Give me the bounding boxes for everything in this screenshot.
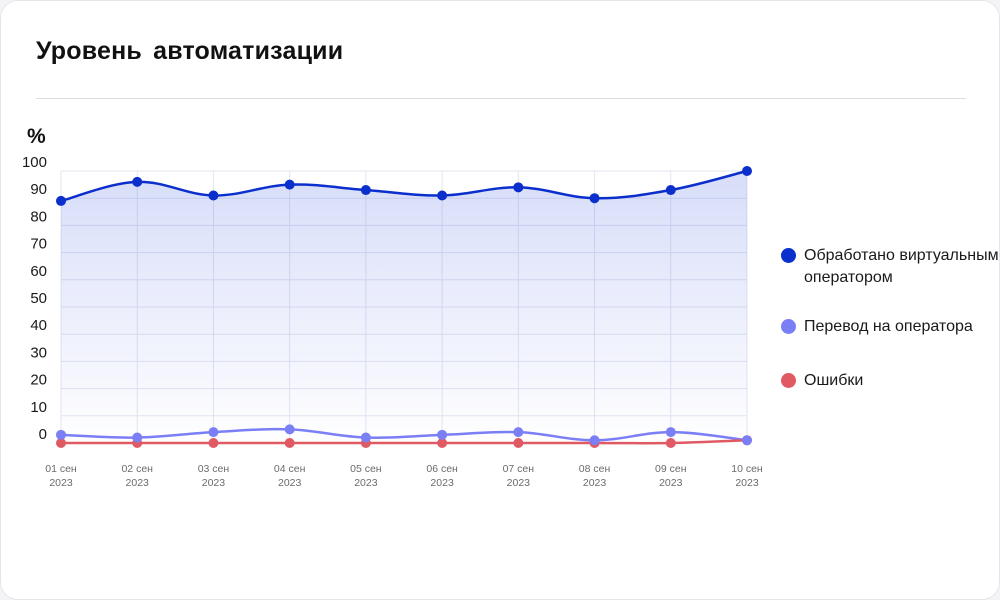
x-tick-label: 08 сен 2023: [579, 463, 611, 489]
data-point-transfer[interactable]: [208, 427, 219, 438]
legend-item-processed[interactable]: Обработано виртуальным оператором: [781, 245, 999, 289]
legend-label-processed: Обработано виртуальным оператором: [804, 247, 999, 286]
line-chart: 0 10 20 30 40 50 60 70 80 90 100 01 сен 2023 02 сен 2…: [22, 154, 763, 489]
data-point-transfer[interactable]: [360, 432, 371, 443]
data-point-processed[interactable]: [665, 185, 676, 196]
legend-marker-transfer: [781, 319, 796, 334]
data-point-transfer[interactable]: [742, 435, 752, 446]
x-tick-label: 10 сен 2023: [731, 463, 763, 489]
data-point-processed[interactable]: [513, 182, 524, 193]
data-point-processed[interactable]: [56, 195, 66, 206]
area-fill: [61, 171, 747, 443]
data-point-transfer[interactable]: [132, 432, 143, 443]
area-processed: [61, 171, 747, 443]
x-tick-label: 09 сен 2023: [655, 463, 687, 489]
x-tick-label: 01 сен 2023: [45, 463, 77, 489]
series-line-errors: [59, 439, 749, 445]
data-point-transfer[interactable]: [284, 424, 295, 435]
legend-item-errors[interactable]: Ошибки: [781, 370, 999, 392]
x-tick-label: 03 сен 2023: [198, 463, 230, 489]
data-point-transfer[interactable]: [513, 427, 524, 438]
series-line-processed: [59, 169, 749, 203]
x-tick-label: 02 сен 2023: [121, 463, 153, 489]
legend-item-transfer[interactable]: Перевод на оператора: [781, 316, 999, 338]
data-point-transfer[interactable]: [589, 435, 600, 446]
data-point-transfer[interactable]: [665, 427, 676, 438]
data-point-transfer[interactable]: [437, 429, 448, 440]
y-tick-label: 40: [30, 317, 47, 334]
y-tick-label: 70: [30, 236, 47, 253]
y-axis-unit: %: [27, 125, 46, 148]
data-point-transfer[interactable]: [56, 429, 66, 440]
data-points: [56, 166, 752, 448]
y-tick-label: 20: [30, 372, 47, 389]
data-point-processed[interactable]: [360, 185, 371, 196]
data-point-processed[interactable]: [132, 176, 143, 187]
data-point-errors[interactable]: [437, 438, 448, 448]
data-point-errors[interactable]: [56, 438, 66, 448]
y-tick-label: 0: [39, 426, 47, 443]
chart-title: Уровень автоматизации: [36, 37, 344, 65]
data-point-processed[interactable]: [284, 179, 295, 190]
y-tick-label: 80: [30, 208, 47, 225]
x-tick-labels: 01 сен 2023 02 сен 2023 03 сен 2023 04 сен 2023…: [45, 463, 763, 489]
data-point-processed[interactable]: [589, 193, 600, 204]
data-point-errors[interactable]: [665, 438, 676, 448]
y-tick-label: 60: [30, 263, 47, 280]
legend-marker-errors: [781, 373, 796, 388]
data-point-processed[interactable]: [437, 190, 448, 201]
y-tick-label: 10: [30, 399, 47, 416]
x-tick-label: 05 сен 2023: [350, 463, 382, 489]
data-point-errors[interactable]: [284, 438, 295, 448]
title-divider: [36, 98, 966, 99]
y-tick-label: 50: [30, 290, 47, 307]
y-tick-label: 100: [22, 154, 47, 171]
data-point-errors[interactable]: [513, 438, 524, 448]
data-point-processed[interactable]: [742, 166, 752, 176]
x-tick-label: 04 сен 2023: [274, 463, 306, 489]
data-point-processed[interactable]: [208, 190, 219, 201]
y-tick-label: 30: [30, 344, 47, 361]
data-point-errors[interactable]: [208, 438, 219, 448]
x-tick-label: 07 сен 2023: [503, 463, 535, 489]
y-tick-label: 90: [30, 181, 47, 198]
y-tick-labels: 0 10 20 30 40 50 60 70 80 90 100: [22, 154, 47, 443]
series-lines: [59, 169, 749, 445]
legend-label-errors: Ошибки: [804, 372, 864, 389]
series-line-transfer: [59, 427, 749, 442]
x-tick-label: 06 сен 2023: [426, 463, 458, 489]
legend-marker-processed: [781, 248, 796, 263]
legend-label-transfer: Перевод на оператора: [804, 318, 973, 335]
